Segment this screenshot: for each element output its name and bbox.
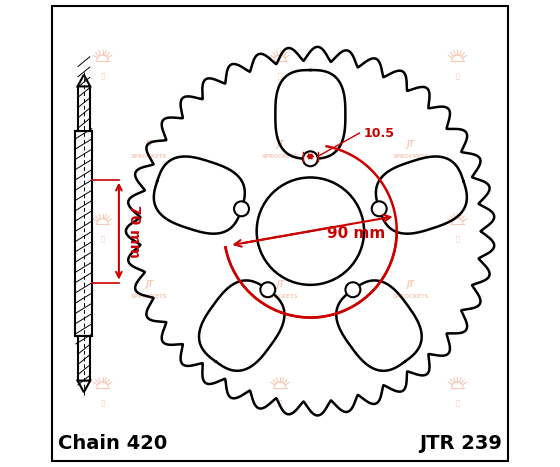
Text: JT: JT: [407, 280, 415, 289]
Bar: [77, 336, 90, 381]
Text: JT: JT: [276, 140, 284, 149]
Circle shape: [234, 201, 249, 216]
Text: JT: JT: [407, 140, 415, 149]
Text: 光: 光: [100, 72, 105, 79]
Circle shape: [372, 201, 386, 216]
Text: 光: 光: [100, 399, 105, 406]
Circle shape: [260, 282, 276, 297]
Text: SPROCKETS: SPROCKETS: [393, 294, 429, 299]
Text: JT: JT: [276, 280, 284, 289]
Text: JT: JT: [145, 140, 153, 149]
Text: SPROCKETS: SPROCKETS: [131, 294, 167, 299]
Circle shape: [303, 151, 318, 166]
Text: 90 mm: 90 mm: [326, 226, 385, 241]
Text: 光: 光: [278, 72, 282, 79]
Polygon shape: [77, 381, 90, 392]
Text: 光: 光: [278, 399, 282, 406]
Text: 光: 光: [455, 236, 460, 242]
Bar: [77, 86, 90, 131]
Text: JT: JT: [145, 280, 153, 289]
Text: Chain 420: Chain 420: [58, 434, 167, 453]
Text: 70 mm: 70 mm: [127, 205, 141, 258]
Text: SPROCKETS: SPROCKETS: [262, 294, 298, 299]
Text: JTR 239: JTR 239: [419, 434, 502, 453]
Text: 光: 光: [100, 236, 105, 242]
Text: SPROCKETS: SPROCKETS: [393, 154, 429, 159]
Bar: [76, 131, 92, 336]
Text: SPROCKETS: SPROCKETS: [131, 154, 167, 159]
Text: 光: 光: [455, 399, 460, 406]
Polygon shape: [77, 75, 90, 86]
Text: 10.5: 10.5: [364, 127, 395, 140]
Text: 光: 光: [455, 72, 460, 79]
Circle shape: [346, 282, 361, 297]
Text: SPROCKETS: SPROCKETS: [262, 154, 298, 159]
